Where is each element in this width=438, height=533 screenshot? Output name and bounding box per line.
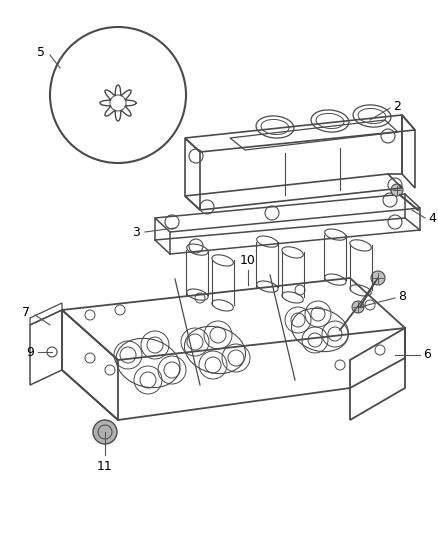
Text: 4: 4 bbox=[428, 212, 436, 224]
Circle shape bbox=[391, 184, 403, 196]
Text: 10: 10 bbox=[240, 254, 256, 267]
Circle shape bbox=[93, 420, 117, 444]
Circle shape bbox=[371, 271, 385, 285]
Text: 5: 5 bbox=[37, 45, 45, 59]
Text: 9: 9 bbox=[26, 345, 34, 359]
Text: 3: 3 bbox=[132, 225, 140, 238]
Text: 2: 2 bbox=[393, 101, 401, 114]
Text: 6: 6 bbox=[423, 349, 431, 361]
Text: 11: 11 bbox=[97, 460, 113, 473]
Text: 8: 8 bbox=[398, 289, 406, 303]
Text: 7: 7 bbox=[22, 305, 30, 319]
Circle shape bbox=[352, 301, 364, 313]
